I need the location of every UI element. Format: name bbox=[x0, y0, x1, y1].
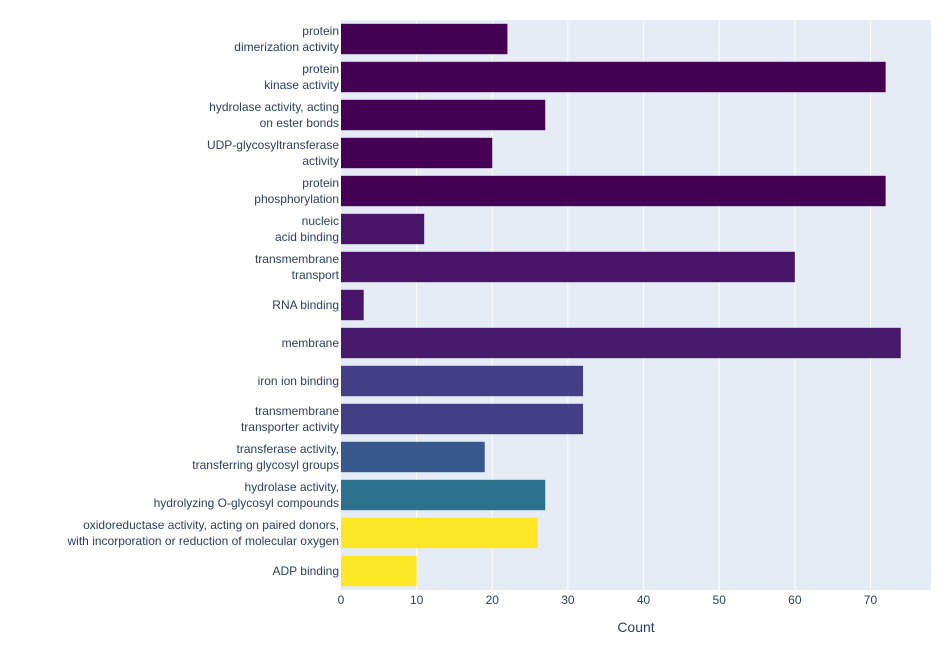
bar bbox=[341, 99, 546, 131]
y-tick-label-line: transporter activity bbox=[241, 420, 339, 434]
bar bbox=[341, 251, 795, 283]
y-tick-label-line: transmembrane bbox=[255, 252, 339, 266]
x-tick-label: 40 bbox=[637, 593, 651, 607]
y-tick-label: protein phosphorylation bbox=[254, 176, 339, 206]
y-tick-label-line: hydrolase activity, acting bbox=[209, 100, 339, 114]
y-tick-label-line: transferase activity, bbox=[237, 442, 339, 456]
y-tick-label: iron ion binding bbox=[258, 374, 339, 388]
y-tick-label: transmembrane transport bbox=[255, 252, 340, 282]
bar bbox=[341, 479, 546, 511]
bar bbox=[341, 365, 584, 397]
y-tick-label-line: transmembrane bbox=[255, 404, 339, 418]
bar bbox=[341, 327, 901, 359]
bars bbox=[341, 23, 901, 587]
x-tick-label: 10 bbox=[410, 593, 424, 607]
y-tick-label-line: acid binding bbox=[275, 230, 339, 244]
y-tick-label-line: transport bbox=[292, 268, 340, 282]
bar bbox=[341, 213, 425, 245]
y-tick-label: UDP-glycosyltransferase activity bbox=[207, 138, 339, 168]
y-tick-label-line: nucleic bbox=[302, 214, 339, 228]
bar bbox=[341, 555, 417, 587]
y-tick-label: protein dimerization activity bbox=[234, 24, 339, 54]
y-tick-label-line: oxidoreductase activity, acting on paire… bbox=[83, 518, 339, 532]
y-tick-label-line: ADP binding bbox=[273, 564, 340, 578]
y-tick-label-line: on ester bonds bbox=[260, 116, 339, 130]
y-tick-label: ADP binding bbox=[273, 564, 340, 578]
x-tick-label: 30 bbox=[561, 593, 575, 607]
y-tick-label-line: phosphorylation bbox=[254, 192, 339, 206]
bar bbox=[341, 289, 364, 321]
bar bbox=[341, 441, 485, 473]
y-tick-label: transferase activity, transferring glycos… bbox=[192, 442, 339, 472]
y-tick-label-line: UDP-glycosyltransferase bbox=[207, 138, 339, 152]
bar bbox=[341, 175, 886, 207]
x-axis-tick-labels: 0 10 20 30 40 50 60 70 bbox=[338, 593, 878, 607]
x-axis-title: Count bbox=[617, 619, 654, 635]
y-tick-label: hydrolase activity, acting on ester bonds bbox=[209, 100, 339, 130]
x-tick-label: 70 bbox=[864, 593, 878, 607]
y-tick-label-line: hydrolyzing O-glycosyl compounds bbox=[154, 496, 339, 510]
bar bbox=[341, 137, 493, 169]
y-tick-label-line: with incorporation or reduction of molec… bbox=[67, 534, 339, 548]
y-tick-label: transmembrane transporter activity bbox=[241, 404, 339, 434]
y-tick-label-line: membrane bbox=[282, 336, 340, 350]
bar bbox=[341, 61, 886, 93]
y-tick-label-line: protein bbox=[302, 24, 339, 38]
y-tick-label-line: dimerization activity bbox=[234, 40, 339, 54]
y-axis-tick-labels: protein dimerization activity protein kinas… bbox=[67, 24, 340, 578]
y-tick-label-line: RNA binding bbox=[272, 298, 339, 312]
bar bbox=[341, 23, 508, 55]
y-tick-label-line: iron ion binding bbox=[258, 374, 339, 388]
bar bbox=[341, 517, 538, 549]
y-tick-label: membrane bbox=[282, 336, 340, 350]
bar bbox=[341, 403, 584, 435]
y-tick-label-line: hydrolase activity, bbox=[245, 480, 339, 494]
x-tick-label: 60 bbox=[788, 593, 802, 607]
y-tick-label-line: protein bbox=[302, 62, 339, 76]
y-tick-label-line: activity bbox=[302, 154, 339, 168]
x-tick-label: 0 bbox=[338, 593, 345, 607]
y-tick-label-line: kinase activity bbox=[264, 78, 339, 92]
y-tick-label: oxidoreductase activity, acting on paire… bbox=[67, 518, 339, 548]
y-tick-label-line: protein bbox=[302, 176, 339, 190]
y-tick-label: nucleic acid binding bbox=[275, 214, 339, 244]
y-tick-label: RNA binding bbox=[272, 298, 339, 312]
y-tick-label-line: transferring glycosyl groups bbox=[192, 458, 339, 472]
x-tick-label: 20 bbox=[486, 593, 500, 607]
y-tick-label: hydrolase activity, hydrolyzing O-glycosy… bbox=[154, 480, 339, 510]
y-tick-label: protein kinase activity bbox=[264, 62, 339, 92]
x-tick-label: 50 bbox=[713, 593, 727, 607]
